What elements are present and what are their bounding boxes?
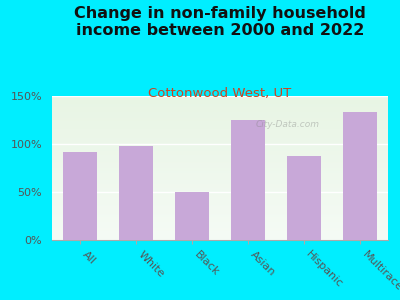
Bar [231,120,265,240]
Text: City-Data.com: City-Data.com [255,120,319,129]
Bar [287,157,321,240]
Bar [63,152,97,240]
Text: Change in non-family household
income between 2000 and 2022: Change in non-family household income be… [74,6,366,38]
Bar [119,146,153,240]
Text: Cottonwood West, UT: Cottonwood West, UT [148,87,292,100]
Bar [343,112,377,240]
Bar [175,192,209,240]
